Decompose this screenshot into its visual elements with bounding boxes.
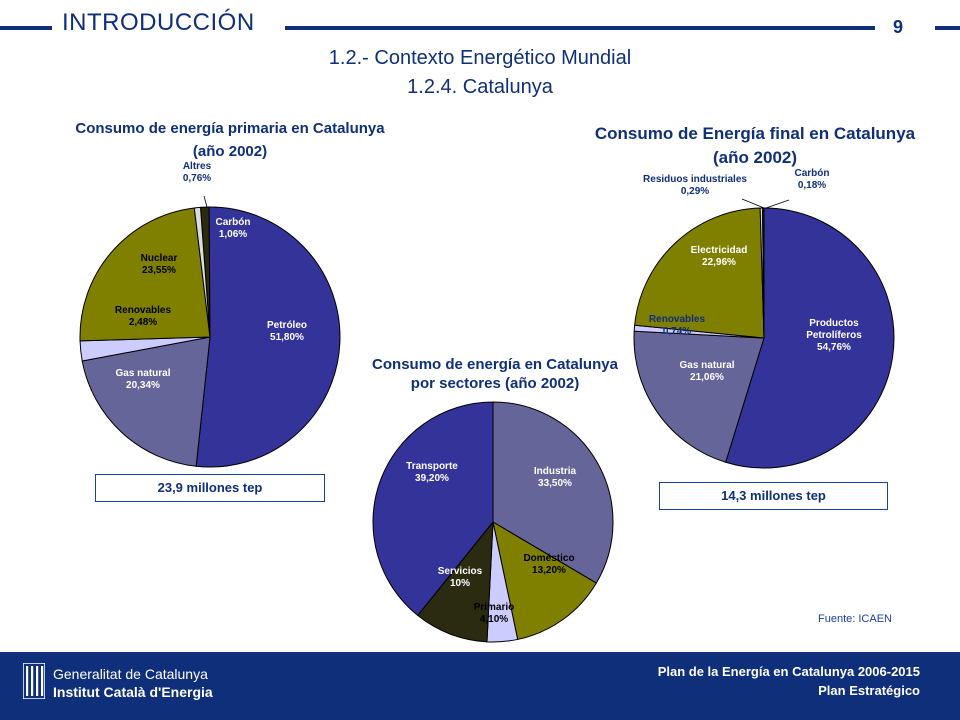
- final-label-electricidad-value: 22,96%: [702, 257, 736, 268]
- final-leader-line: [765, 199, 790, 209]
- final-label-carbon-name: Carbón: [795, 168, 830, 179]
- primary-chart-title: Consumo de energía primaria en Catalunya: [75, 120, 385, 137]
- primary-label-petroleo-name: Petróleo: [267, 320, 307, 331]
- sector-slice-domestico: [492, 520, 597, 641]
- primary-label-petroleo-value: 51,80%: [270, 332, 304, 343]
- sector-label-servicios-value: 10%: [450, 578, 470, 589]
- sector-chart-title: Consumo de energía en Catalunya: [372, 356, 618, 373]
- sector-label-transporte-name: Transporte: [406, 461, 458, 472]
- page-number: 9: [893, 17, 904, 37]
- sector-label-industria-value: 33,50%: [538, 478, 572, 489]
- section-title: INTRODUCCIÓN: [62, 9, 255, 36]
- primary-slice-gas-natural: [81, 336, 211, 467]
- footer-institute-name: Institut Català d'Energia: [53, 684, 213, 700]
- footer-org-name: Generalitat de Catalunya: [53, 666, 208, 682]
- primary-label-altres-value: 0,76%: [183, 173, 211, 184]
- sector-slice-servicios: [416, 520, 494, 643]
- primary-label-renovables-name: Renovables: [115, 305, 172, 316]
- primary-label-carbon-value: 1,06%: [219, 229, 247, 240]
- primary-slice-altres: [193, 206, 211, 338]
- final-leader-line: [741, 198, 765, 209]
- primary-total-box: 23,9 millones tep: [95, 474, 325, 502]
- final-label-productos-petroliferos-name-2: Petrolíferos: [806, 330, 862, 341]
- final-slice-gas-natural: [633, 330, 765, 463]
- sector-label-domestico-value: 13,20%: [532, 565, 566, 576]
- final-label-electricidad-name: Electricidad: [691, 245, 748, 256]
- final-total-box: 14,3 millones tep: [659, 482, 888, 510]
- header-rule-left: [0, 26, 52, 30]
- sector-label-transporte-value: 39,20%: [415, 473, 449, 484]
- generalitat-logo-icon: [23, 663, 45, 699]
- final-label-renovables-name: Renovables: [649, 314, 706, 325]
- footer-bar: Generalitat de Catalunya Institut Català…: [0, 652, 960, 720]
- header-rule-middle: [285, 26, 875, 30]
- slide-subsubtitle: 1.2.4. Catalunya: [407, 76, 553, 98]
- primary-label-carbon-name: Carbón: [216, 217, 251, 228]
- sector-label-domestico-name: Doméstico: [523, 553, 574, 564]
- final-label-gas-natural-name: Gas natural: [679, 360, 734, 371]
- primary-leader-line: [203, 195, 208, 208]
- final-chart-year: (año 2002): [712, 148, 798, 167]
- final-label-gas-natural-value: 21,06%: [690, 372, 724, 383]
- final-slice-electricidad: [634, 207, 765, 339]
- final-label-renovables-value: 0,74%: [663, 326, 691, 337]
- slide-subtitle: 1.2.- Contexto Energético Mundial: [328, 47, 632, 69]
- primary-label-nuclear-name: Nuclear: [141, 253, 178, 264]
- final-label-carbon-value: 0,18%: [798, 180, 826, 191]
- final-label-productos-petroliferos-name-1: Productos: [809, 318, 859, 329]
- primary-label-nuclear-value: 23,55%: [142, 265, 176, 276]
- final-label-productos-petroliferos-value: 54,76%: [817, 342, 851, 353]
- primary-label-gas-natural-value: 20,34%: [126, 380, 160, 391]
- primary-chart-year: (año 2002): [192, 143, 268, 160]
- primary-label-gas-natural-name: Gas natural: [115, 368, 170, 379]
- primary-label-renovables-value: 2,48%: [129, 317, 157, 328]
- primary-slice-nuclear: [79, 207, 211, 342]
- sector-label-primario-name: Primario: [474, 602, 515, 613]
- sector-label-servicios-name: Servicios: [438, 566, 483, 577]
- source-note: Fuente: ICAEN: [818, 613, 892, 625]
- primary-label-altres-name: Altres: [183, 161, 212, 172]
- final-label-residuos-industriales-name: Residuos industriales: [643, 174, 747, 185]
- sector-slice-transporte: [372, 401, 494, 617]
- primary-slice-petroleo: [195, 206, 341, 468]
- footer-plan-subtitle: Plan Estratégico: [818, 683, 920, 698]
- final-slice-productos-petroliferos: [725, 207, 895, 469]
- sector-slice-industria: [492, 401, 614, 584]
- header-rule-right: [935, 26, 960, 30]
- sector-chart-year: por sectores (año 2002): [410, 375, 580, 392]
- footer-plan-title: Plan de la Energía en Catalunya 2006-201…: [657, 664, 920, 679]
- final-chart-title: Consumo de Energía final en Catalunya: [594, 124, 916, 143]
- final-label-residuos-industriales-value: 0,29%: [681, 186, 709, 197]
- sector-label-primario-value: 4,10%: [480, 614, 508, 625]
- sector-label-industria-name: Industria: [534, 466, 577, 477]
